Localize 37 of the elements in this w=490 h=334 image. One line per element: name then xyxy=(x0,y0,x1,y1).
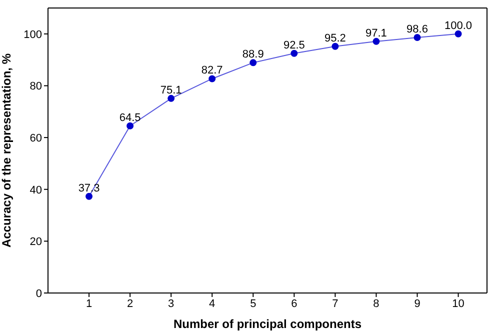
point xyxy=(86,192,93,200)
data-label: 98.6 xyxy=(406,24,428,36)
x-tick-label: 3 xyxy=(168,298,174,310)
point xyxy=(250,59,257,66)
y-tick-label: 60 xyxy=(30,132,42,144)
data-label: 92.5 xyxy=(283,39,305,52)
data-label: 97.1 xyxy=(366,27,387,40)
point xyxy=(454,30,462,38)
x-tick-label: 5 xyxy=(250,298,256,310)
point xyxy=(414,34,421,42)
data-label: 75.1 xyxy=(160,84,182,96)
data-label: 82.7 xyxy=(201,64,223,77)
point xyxy=(332,42,339,50)
point xyxy=(208,75,216,82)
x-axis-title: Number of principal components xyxy=(173,317,362,331)
y-tick-label: 0 xyxy=(36,288,42,300)
data-label: 95.2 xyxy=(324,32,346,44)
data-label: 88.9 xyxy=(242,48,264,61)
y-tick-label: 40 xyxy=(30,184,42,196)
point xyxy=(126,122,134,130)
y-tick-label: 100 xyxy=(24,28,42,41)
x-tick-label: 7 xyxy=(332,298,338,310)
x-tick-label: 9 xyxy=(414,298,420,310)
y-axis-title: Accuracy of the representation, % xyxy=(0,53,14,248)
data-label: 64.5 xyxy=(119,112,141,124)
x-tick-label: 6 xyxy=(291,298,298,310)
x-tick-label: 10 xyxy=(452,298,464,310)
point xyxy=(290,50,298,57)
x-tick-label: 2 xyxy=(126,298,134,310)
point xyxy=(168,94,175,102)
point xyxy=(372,38,380,45)
y-tick-label: 20 xyxy=(30,236,42,248)
x-tick-label: 4 xyxy=(209,298,216,310)
x-tick-label: 8 xyxy=(373,298,380,310)
x-tick-label: 1 xyxy=(86,298,92,310)
y-tick-label: 80 xyxy=(30,80,42,93)
data-label: 100.0 xyxy=(444,20,472,32)
